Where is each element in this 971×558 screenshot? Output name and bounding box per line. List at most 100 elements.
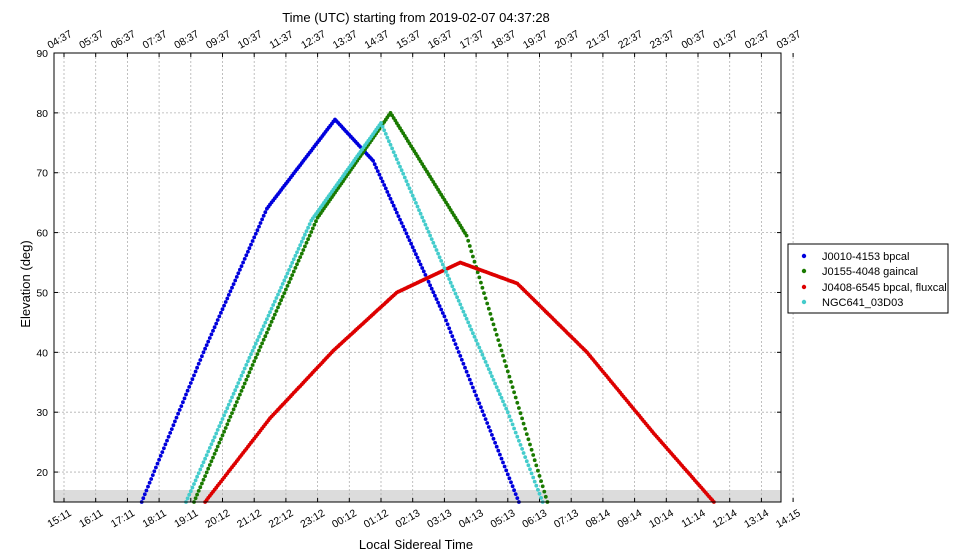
data-point [173,419,177,424]
data-point [211,328,215,333]
data-point [531,453,536,457]
data-point [505,369,510,374]
data-point [195,474,200,479]
data-point [238,392,242,397]
data-point [279,285,283,290]
data-point [429,286,434,291]
data-point [285,271,290,276]
data-point [309,230,314,234]
legend-marker-j0408 [801,284,807,290]
data-point [203,456,208,461]
data-point [420,215,425,220]
data-point [185,496,190,501]
data-point [396,161,401,165]
data-point [226,418,231,423]
y-tick-label: 20 [36,467,48,479]
data-point [488,370,493,375]
data-point [455,346,459,350]
data-point [390,146,394,151]
data-point [230,395,234,400]
data-point [214,431,219,436]
y-tick-label: 50 [36,287,48,299]
data-point [301,248,306,252]
data-point [225,296,230,301]
data-point [228,399,233,403]
data-point [482,291,486,295]
data-point [385,135,390,140]
data-point [466,238,471,243]
x-tick-label-bottom: 11:14 [679,507,707,530]
data-point [450,284,455,289]
data-point [526,437,531,442]
data-point [521,421,526,426]
data-point [398,164,402,169]
y-tick-label: 40 [36,347,48,359]
data-point [513,492,518,496]
data-point [380,124,385,129]
data-point [291,257,296,262]
data-point [204,453,209,457]
data-point [410,245,415,250]
data-point [414,252,418,257]
data-point [423,273,428,277]
data-point [404,179,409,184]
data-point [371,158,375,163]
data-point [507,414,512,419]
data-point [493,381,497,386]
data-point [382,128,387,133]
data-point [291,269,296,274]
data-point [288,276,293,281]
data-point [486,367,491,371]
data-point [177,408,182,412]
data-point [223,409,228,414]
data-point [265,330,269,335]
data-point [230,285,234,290]
data-point [448,280,453,285]
data-point [293,253,298,258]
data-point [303,244,307,249]
x-tick-label-top: 16:37 [426,28,455,52]
data-point [222,429,227,434]
legend-label-j0010: J0010-4153 bpcal [822,251,909,263]
data-point [448,330,453,335]
data-point [491,322,496,327]
data-point [507,476,512,481]
data-point [293,266,298,270]
data-point [236,396,241,401]
data-point [493,327,497,332]
data-point [174,415,179,420]
data-point [261,337,266,342]
legend-entry: J0010-4153 bpcal [801,251,909,263]
data-point [214,321,219,326]
data-point [230,411,234,415]
data-point [434,248,439,252]
data-point [439,307,444,312]
data-point [502,359,507,363]
data-point [455,295,459,300]
data-point [437,255,442,260]
data-point [155,461,160,466]
data-point [479,405,483,410]
data-point [523,427,528,431]
data-point [518,411,523,416]
data-point [295,250,299,255]
data-point [182,396,187,401]
data-point [263,210,268,215]
data-point [504,468,509,473]
data-point [428,283,432,288]
data-point [255,352,260,356]
data-point [517,438,521,443]
x-tick-label-bottom: 23:12 [298,507,327,531]
data-point [198,485,203,490]
data-point [477,401,482,406]
data-point [434,297,439,301]
data-point [255,338,260,343]
data-point [474,393,478,398]
data-point [426,230,431,234]
data-point [207,336,212,340]
data-point [534,463,539,468]
data-point [168,431,173,435]
data-point [409,190,413,194]
data-point [215,428,220,432]
data-point [231,282,236,286]
